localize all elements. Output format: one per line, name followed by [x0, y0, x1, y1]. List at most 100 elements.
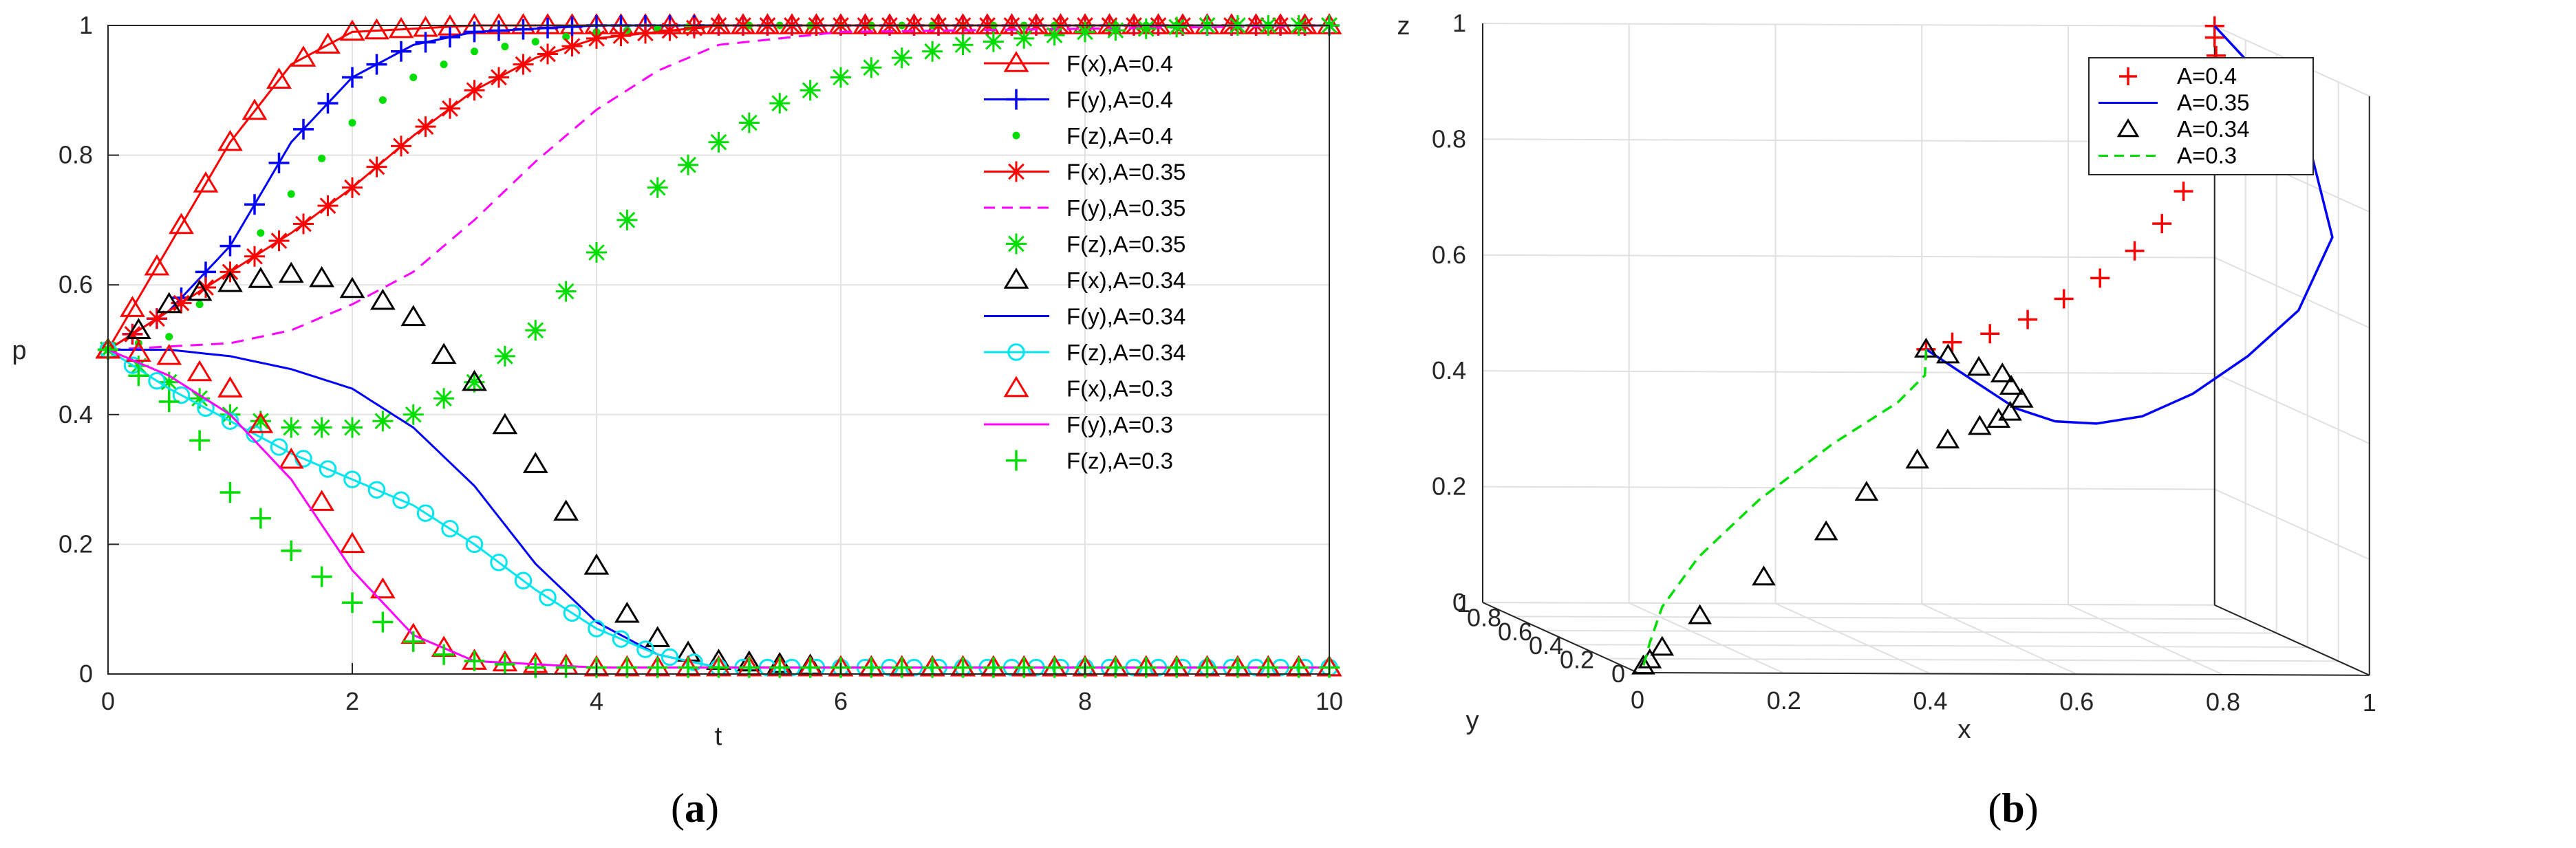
- panel-b-series-a-0-34-point: [1854, 481, 1879, 501]
- panel-a-series-f-z-a-0-4-point: [318, 154, 326, 162]
- panel-b-series-a-0-34-point: [1650, 635, 1675, 656]
- panel-a-series-f-z-a-0-4-point: [378, 96, 387, 104]
- panel-a-series-f-z-a-0-34-point: [392, 491, 410, 510]
- panel-a-series-f-z-a-0-3-point: [433, 644, 455, 665]
- panel-b-back-wall-gridline: [1482, 23, 2215, 27]
- panel-a-series-f-z-a-0-35-point: [281, 417, 302, 438]
- panel-a-legend-entry-f-y-a-0-3-label: F(y),A=0.3: [1066, 412, 1173, 437]
- panel-a-series-f-z-a-0-3-point: [219, 481, 241, 503]
- panel-a-series-f-z-a-0-4-point: [562, 33, 570, 41]
- panel-a-series-f-z-a-0-35-point: [525, 320, 546, 341]
- panel-a-y-tick-label: 0.4: [58, 400, 93, 428]
- panel-a-series-f-x-a-0-34-point: [278, 261, 304, 283]
- panel-a-series-f-x-a-0-34-point: [125, 318, 151, 339]
- panel-a-legend-entry-f-z-a-0-3: F(z),A=0.3: [1006, 448, 1173, 474]
- panel-a-series-f-x-a-0-4-point: [290, 45, 316, 67]
- panel-a-series-f-z-a-0-35-point: [738, 112, 760, 133]
- panel-a-series-f-x-a-0-35-point: [610, 25, 632, 47]
- panel-a-series-f-z-a-0-34-point: [416, 504, 435, 522]
- panel-a-series-f-x-a-0-35-point: [464, 80, 485, 101]
- panel-a-series-f-z-a-0-4-point: [348, 118, 356, 127]
- panel-b-z-tick-label: 0.6: [1432, 241, 1466, 269]
- panel-a-series-f-x-a-0-34-point: [156, 292, 182, 314]
- panel-a-legend-entry-f-z-a-0-3-marker: [1006, 450, 1027, 471]
- panel-a-series-f-z-a-0-35-point: [494, 345, 515, 367]
- panel-a-x-tick-label: 6: [834, 687, 848, 715]
- panel-b-z-tick-label: 0.4: [1432, 356, 1466, 384]
- panel-a-legend-entry-f-z-a-0-4-label: F(z),A=0.4: [1066, 123, 1173, 149]
- panel-a-x-tick-label: 10: [1316, 687, 1343, 715]
- panel-a-series-f-z-a-0-35-point: [372, 411, 394, 432]
- panel-a-series-f-z-a-0-34-point: [465, 535, 484, 554]
- panel-b-axis-edge: [2214, 604, 2370, 676]
- panel-a-series-f-z-a-0-35-point: [983, 31, 1004, 52]
- panel-a-series-f-x-a-0-3-point: [186, 360, 213, 382]
- panel-a-series-f-x-a-0-35-point: [415, 116, 436, 138]
- panel-a-series-f-x-a-0-3-point: [369, 577, 396, 599]
- panel-a-series-f-z-a-0-3-point: [311, 566, 332, 587]
- panel-b-ticks: 0000.20.20.20.40.40.40.60.60.60.80.80.81…: [1432, 9, 2376, 717]
- panel-a-series-f-x-a-0-4-point: [266, 67, 292, 89]
- panel-a-series-f-z-a-0-34-point: [367, 481, 386, 499]
- panel-a-series-f-z-a-0-35-point: [799, 80, 821, 101]
- panel-a-series-f-x-a-0-34-point: [400, 305, 427, 327]
- panel-a-legend-entry-f-y-a-0-4-label: F(y),A=0.4: [1066, 87, 1173, 113]
- panel-a-series-f-x-a-0-34-point: [248, 267, 274, 288]
- panel-a-series-f-z-a-0-35-point: [1013, 28, 1035, 49]
- panel-b-series-a-0-34: [1631, 337, 2034, 675]
- panel-a-x-axis-label: t: [715, 722, 722, 751]
- panel-a-series-f-x-a-0-4-point: [169, 213, 194, 235]
- panel-b-series-a-0-34-point: [1814, 520, 1838, 541]
- panel-a-series-f-y-a-0-4-point: [537, 17, 558, 39]
- panel-a-series-f-z-a-0-35-point: [555, 281, 577, 302]
- panel-a-legend-entry-f-x-a-0-4: F(x),A=0.4: [984, 51, 1173, 76]
- panel-a-series-f-z-a-0-35-point: [891, 47, 912, 69]
- panel-a-x-tick-label: 0: [101, 687, 115, 715]
- panel-a-ticks: 0 2 4 6 8 10 0 0.2 0.4 0.6 0.8 1: [58, 11, 1343, 715]
- panel-a-series-f-x-a-0-3-point: [248, 412, 274, 433]
- panel-a-series-f-x-a-0-4-point: [315, 32, 341, 54]
- panel-a-legend-entry-f-x-a-0-3: F(x),A=0.3: [1003, 376, 1173, 402]
- panel-a-series-f-z-a-0-34-point: [221, 412, 239, 430]
- panel-b-x-axis-label: x: [1958, 715, 1971, 744]
- panel-a-x-tick-label: 2: [345, 687, 359, 715]
- panel-a-series-f-z-a-0-4-point: [287, 190, 295, 198]
- panel-b-legend-entry-a-0-35: A=0.35: [2099, 90, 2250, 116]
- panel-a-x-tick-label: 8: [1078, 687, 1092, 715]
- panel-a-series-f-z-a-0-35-point: [952, 34, 974, 56]
- panel-a-series-f-z-a-0-34-point: [563, 604, 581, 622]
- panel-a-axes-box: [107, 25, 1330, 675]
- panel-b-side-wall-gridline: [2214, 373, 2370, 444]
- panel-a-series-f-z-a-0-3-point: [372, 611, 394, 633]
- panel-a-series-f-z-a-0-35-point: [922, 41, 943, 62]
- panel-a-caption-letter: a: [685, 785, 705, 831]
- panel-a-legend-entry-f-x-a-0-34-label: F(x),A=0.34: [1066, 268, 1185, 293]
- panel-a-series-f-x-a-0-35-point: [147, 308, 167, 329]
- panel-a-series-f-x-a-0-4-point: [364, 18, 389, 40]
- panel-a-series-f-x-a-0-35-point: [366, 156, 387, 177]
- panel-a-series-f-z-a-0-34-point: [661, 648, 679, 666]
- panel-a-series-f-z-a-0-3-point: [342, 592, 363, 613]
- panel-b-caption: (b): [1988, 785, 2038, 831]
- panel-b-back-wall-gridline: [1482, 370, 2215, 374]
- panel-a-series-f-x-a-0-34-point: [522, 452, 548, 473]
- panel-a-legend-entry-f-y-a-0-4: F(y),A=0.4: [984, 87, 1173, 113]
- panel-b-series-a-0-4-point: [1980, 324, 2000, 344]
- panel-b-x-tick-label: 0.6: [2059, 687, 2094, 715]
- panel-a-series-f-y-a-0-4-point: [415, 32, 436, 53]
- panel-a-series-f-z-a-0-34-point: [612, 630, 630, 648]
- panel-b-legend-entry-a-0-35-label: A=0.35: [2177, 90, 2250, 116]
- panel-a-legend-entry-f-z-a-0-34: F(z),A=0.34: [984, 340, 1185, 365]
- panel-a-series-f-z-a-0-35-point: [402, 404, 424, 425]
- panel-a-legend-entry-f-x-a-0-3-label: F(x),A=0.3: [1066, 376, 1173, 402]
- panel-a-series-f-x-a-0-3-point: [339, 532, 365, 554]
- panel-a-series-f-z-a-0-35-point: [1135, 18, 1157, 39]
- panel-a-legend-entry-f-y-a-0-3: F(y),A=0.3: [984, 412, 1173, 437]
- panel-a-legend-entry-f-y-a-0-34: F(y),A=0.34: [984, 304, 1185, 329]
- panel-b-floor-gridline: [1544, 629, 2277, 634]
- panel-a-series-f-z-a-0-4-point: [195, 300, 204, 308]
- panel-b-series-a-0-4-point: [2018, 309, 2038, 329]
- panel-a-series-f-z-a-0-35-point: [1166, 17, 1188, 38]
- panel-b-axis-edge: [1637, 672, 2370, 676]
- panel-a-series-f-z-a-0-3-point: [158, 391, 180, 412]
